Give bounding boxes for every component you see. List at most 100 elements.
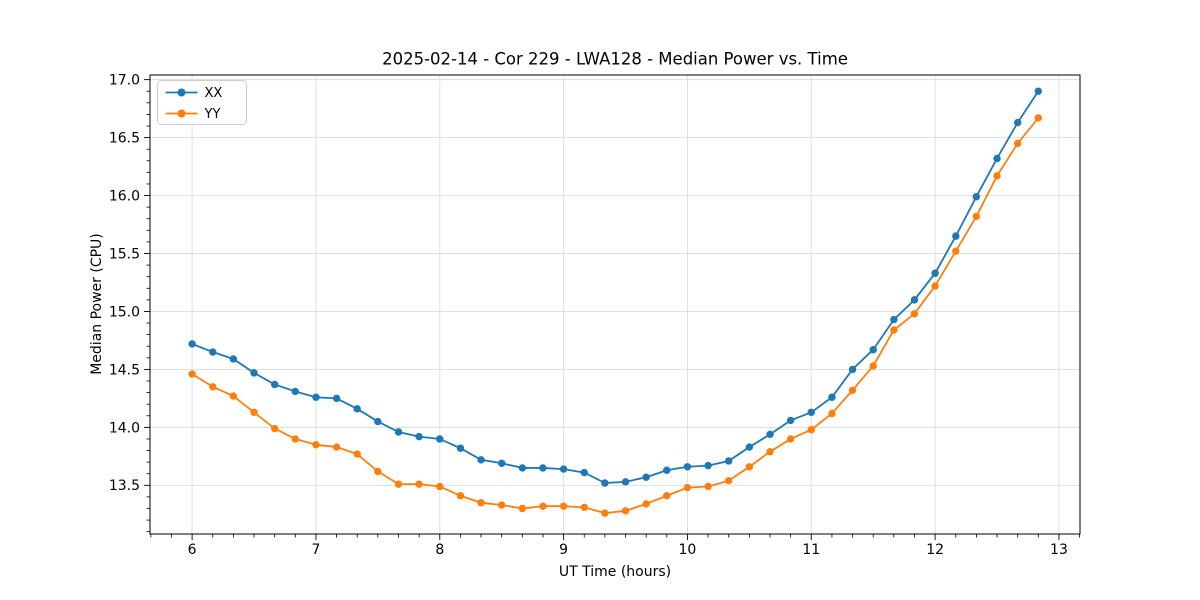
x-tick-label: 11 xyxy=(802,542,820,558)
data-point-XX xyxy=(952,232,960,240)
y-tick-label: 15.0 xyxy=(109,304,140,320)
data-point-XX xyxy=(332,394,341,403)
data-point-YY xyxy=(353,450,361,458)
data-point-XX xyxy=(724,457,733,465)
data-point-XX xyxy=(910,296,919,304)
data-point-XX xyxy=(456,444,465,452)
data-point-XX xyxy=(559,465,568,473)
data-point-YY xyxy=(745,463,754,471)
data-point-YY xyxy=(972,212,981,221)
data-point-XX xyxy=(1014,118,1022,127)
x-axis-label: UT Time (hours) xyxy=(558,564,672,580)
data-point-XX xyxy=(848,365,857,374)
data-point-YY xyxy=(312,441,320,449)
data-point-XX xyxy=(188,340,196,348)
data-point-XX xyxy=(353,405,361,413)
x-tick-label: 12 xyxy=(926,542,944,558)
data-point-YY xyxy=(209,383,217,391)
data-point-XX xyxy=(683,463,692,471)
x-tick-label: 7 xyxy=(311,542,320,558)
data-point-XX xyxy=(415,432,423,441)
data-point-XX xyxy=(374,417,382,426)
data-point-YY xyxy=(1014,139,1022,148)
data-point-YY xyxy=(580,503,588,512)
y-tick-label: 14.0 xyxy=(109,420,140,436)
data-point-XX xyxy=(229,355,238,363)
data-point-YY xyxy=(436,482,444,491)
x-tick-label: 13 xyxy=(1050,542,1068,558)
data-point-YY xyxy=(869,362,877,370)
data-point-YY xyxy=(890,326,898,334)
data-point-XX xyxy=(291,387,299,396)
data-point-XX xyxy=(869,346,877,354)
data-point-YY xyxy=(291,435,299,443)
data-point-YY xyxy=(456,492,465,500)
data-point-XX xyxy=(436,435,444,443)
data-point-YY xyxy=(601,509,609,517)
data-point-XX xyxy=(663,466,671,474)
data-point-XX xyxy=(250,369,258,377)
data-point-YY xyxy=(704,482,712,491)
x-tick-label: 8 xyxy=(435,542,444,558)
data-point-YY xyxy=(332,443,341,451)
data-point-YY xyxy=(415,480,423,488)
y-tick-label: 15.5 xyxy=(109,246,140,262)
legend-marker-XX xyxy=(177,88,186,97)
data-point-YY xyxy=(952,247,960,255)
data-point-YY xyxy=(993,172,1001,180)
data-point-YY xyxy=(766,448,774,456)
chart-title: 2025-02-14 - Cor 229 - LWA128 - Median P… xyxy=(382,49,848,69)
legend-label-YY: YY xyxy=(204,107,221,122)
y-axis-label: Median Power (CPU) xyxy=(89,233,105,375)
data-point-XX xyxy=(704,461,712,470)
data-point-XX xyxy=(518,464,527,472)
data-point-YY xyxy=(663,492,671,500)
data-point-YY xyxy=(931,282,939,290)
legend-label-XX: XX xyxy=(205,86,223,101)
data-point-YY xyxy=(394,480,403,488)
data-point-YY xyxy=(374,467,382,476)
data-point-XX xyxy=(271,380,279,389)
x-tick-label: 9 xyxy=(559,542,568,558)
data-point-XX xyxy=(807,408,815,416)
data-point-XX xyxy=(745,443,754,451)
data-point-YY xyxy=(683,483,692,492)
data-point-XX xyxy=(497,459,506,467)
y-tick-label: 14.5 xyxy=(109,362,140,378)
data-point-YY xyxy=(250,408,258,416)
data-point-YY xyxy=(828,409,836,418)
data-point-XX xyxy=(972,193,981,201)
data-point-YY xyxy=(642,500,650,508)
data-point-XX xyxy=(931,269,939,277)
data-point-YY xyxy=(497,501,506,509)
data-point-XX xyxy=(786,416,795,425)
data-point-XX xyxy=(539,464,547,472)
data-point-YY xyxy=(271,424,279,433)
data-point-XX xyxy=(828,393,836,401)
legend-box xyxy=(157,80,247,125)
x-tick-label: 6 xyxy=(188,542,197,558)
legend-marker-YY xyxy=(177,109,186,118)
data-point-XX xyxy=(209,348,217,356)
data-point-XX xyxy=(1034,87,1042,95)
x-tick-label: 10 xyxy=(679,542,697,558)
data-point-YY xyxy=(724,476,733,485)
data-point-YY xyxy=(807,425,815,434)
data-point-YY xyxy=(518,504,527,513)
data-point-YY xyxy=(477,499,485,507)
data-point-XX xyxy=(312,393,320,401)
data-point-XX xyxy=(394,428,403,436)
data-point-XX xyxy=(477,456,485,464)
y-tick-label: 16.5 xyxy=(109,130,140,146)
series-line-XX xyxy=(191,90,1040,484)
data-point-XX xyxy=(642,473,650,481)
data-point-YY xyxy=(188,370,196,378)
data-point-YY xyxy=(559,502,568,510)
data-point-XX xyxy=(580,468,588,477)
y-tick-label: 13.5 xyxy=(109,478,140,494)
y-tick-label: 17.0 xyxy=(109,73,140,89)
data-point-YY xyxy=(1034,114,1042,122)
data-point-YY xyxy=(786,435,795,443)
